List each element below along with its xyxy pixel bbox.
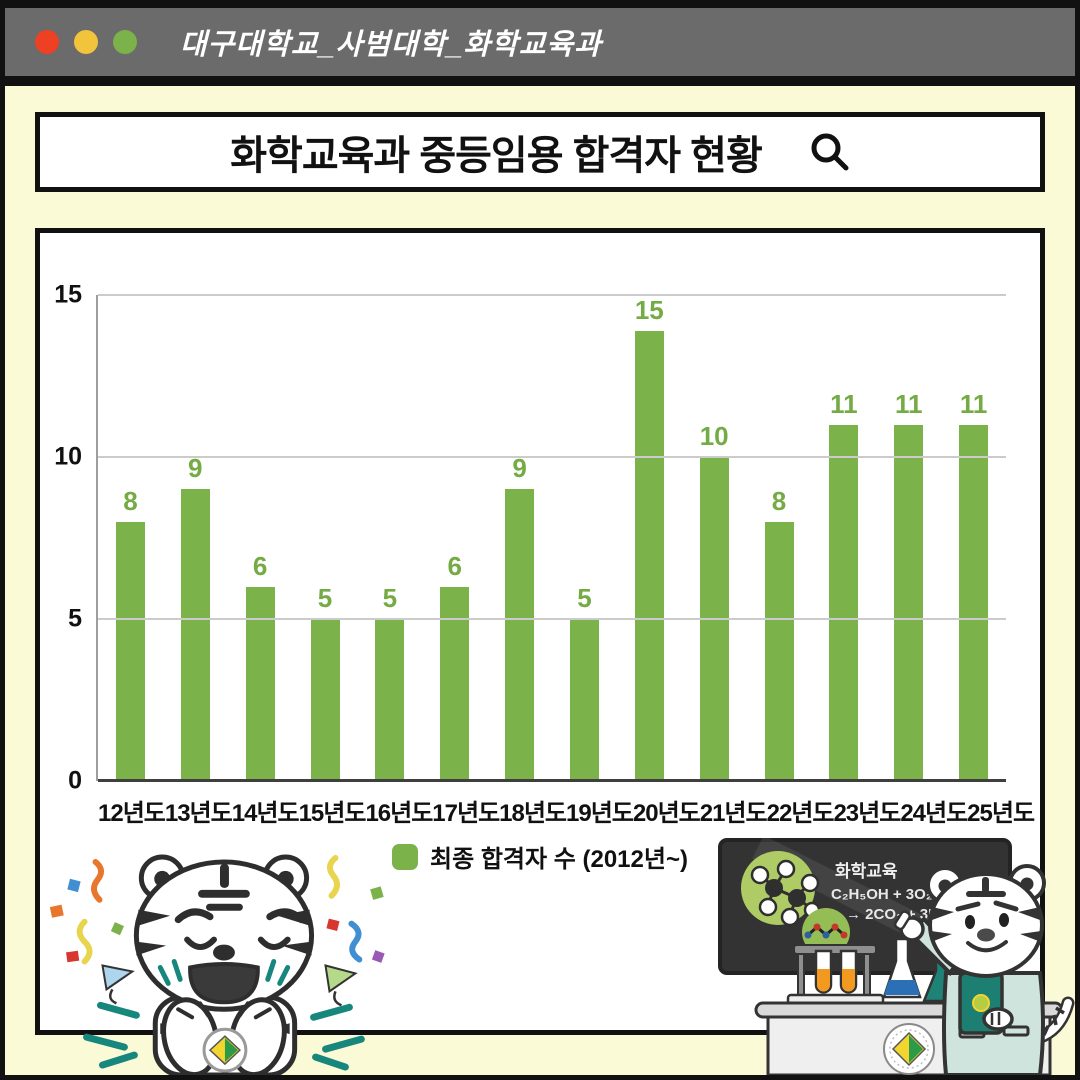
plot-area: 8 9 6 5 5 6 9 5 15 10 8 11 11 11 12년도 13년도 14년도 15년도 16년도… — [54, 281, 1035, 828]
bar-column: 11 — [811, 295, 876, 781]
bar-column: 11 — [941, 295, 1006, 781]
bar-column: 8 — [98, 295, 163, 781]
bar-column: 6 — [228, 295, 293, 781]
bar-column: 9 — [487, 295, 552, 781]
y-axis-tick-label: 15 — [54, 280, 82, 309]
gridline — [98, 618, 1006, 620]
bar — [829, 424, 859, 781]
x-axis-label: 21년도 — [699, 800, 768, 827]
bar — [505, 489, 535, 781]
window-titlebar: 대구대학교_사범대학_화학교육과 — [5, 8, 1075, 76]
tiger-celebrating-illustration — [49, 854, 385, 1075]
x-axis-label: 16년도 — [365, 800, 433, 827]
x-axis-label: 17년도 — [432, 800, 500, 827]
x-axis-label: 19년도 — [566, 800, 634, 827]
y-axis-tick-label: 0 — [68, 766, 82, 795]
bar — [764, 521, 794, 781]
page-title: 화학교육과 중등임용 합격자 현황 — [230, 134, 763, 178]
window-maximize-dot[interactable] — [113, 30, 137, 54]
window-minimize-dot[interactable] — [74, 30, 98, 54]
tiger-celebrating — [133, 854, 315, 1075]
bar-column: 9 — [163, 295, 228, 781]
x-axis-label: 12년도 — [98, 800, 166, 827]
bar-value-label: 6 — [447, 550, 462, 581]
bar — [959, 424, 989, 781]
bar-column: 5 — [293, 295, 358, 781]
board-subject-text: 화학교육 — [835, 862, 898, 881]
bar — [375, 619, 405, 781]
gridline — [98, 456, 1006, 458]
legend-swatch — [392, 843, 419, 870]
bar-value-label: 9 — [512, 453, 527, 484]
bar-value-label: 11 — [959, 388, 988, 419]
chart-legend: 최종 합격자 수 (2012년~) — [40, 839, 1040, 874]
confetti-icons — [49, 854, 385, 1007]
bar — [634, 331, 664, 781]
bar-value-label: 8 — [771, 485, 787, 516]
desk-emblem-icon — [883, 1023, 935, 1075]
bar-value-label: 5 — [577, 583, 592, 613]
board-formula-line1: C₂H₅OH + 3O₂ — [831, 886, 932, 903]
x-axis-line — [98, 779, 1006, 782]
tiger-teacher-illustration: 화학교육 C₂H₅OH + 3O₂ → 2CO₂ + 3H₂O — [718, 835, 1075, 1075]
x-axis-label: 23년도 — [833, 800, 901, 827]
bar-column: 15 — [617, 295, 682, 781]
bar-column: 5 — [357, 295, 422, 781]
bar — [569, 619, 599, 781]
bar — [245, 586, 275, 781]
y-axis-line — [96, 295, 98, 781]
bar-value-label: 6 — [252, 550, 268, 581]
content-area: 화학교육과 중등임용 합격자 현황 8 9 6 5 5 6 9 5 15 10 8 11 11 11 12… — [5, 86, 1075, 1075]
bar — [180, 489, 210, 781]
x-axis-label: 13년도 — [164, 800, 233, 827]
bar-value-label: 11 — [894, 388, 923, 419]
bar — [310, 619, 340, 781]
y-axis-tick-label: 5 — [68, 604, 82, 633]
university-emblem-icon — [202, 1027, 248, 1073]
bar-value-label: 10 — [699, 421, 729, 451]
x-axis-label: 24년도 — [900, 800, 968, 827]
x-axis-label: 15년도 — [298, 800, 367, 827]
y-axis-tick-label: 10 — [54, 442, 82, 471]
window-close-dot[interactable] — [35, 30, 59, 54]
x-axis-label: 18년도 — [499, 800, 567, 827]
bar-column: 10 — [682, 295, 747, 781]
bar-value-label: 8 — [123, 485, 138, 516]
x-axis-label: 14년도 — [231, 800, 300, 827]
x-axis-label: 25년도 — [967, 800, 1035, 827]
clap-motion-lines — [157, 959, 291, 986]
bar-column: 8 — [747, 295, 812, 781]
bar-value-label: 11 — [830, 388, 858, 419]
bar-value-label: 5 — [382, 583, 398, 613]
x-axis-label: 20년도 — [632, 800, 701, 827]
gridline — [98, 294, 1006, 296]
x-axis-label: 22년도 — [766, 800, 835, 827]
bar-value-label: 15 — [634, 295, 664, 325]
x-axis-labels: 12년도 13년도 14년도 15년도 16년도 17년도 18년도 19년도 20년도 21년도… — [98, 781, 1035, 828]
tiger-teacher — [893, 864, 1075, 1075]
legend-label: 최종 합격자 수 (2012년~) — [430, 846, 688, 873]
search-bar[interactable]: 화학교육과 중등임용 합격자 현황 — [35, 112, 1045, 192]
bar-column: 6 — [422, 295, 487, 781]
sparkle-lines — [83, 1001, 365, 1071]
window-title: 대구대학교_사범대학_화학교육과 — [180, 29, 602, 61]
bar-value-label: 9 — [188, 453, 203, 484]
bar-column: 5 — [552, 295, 617, 781]
bars-row: 8 9 6 5 5 6 9 5 15 10 8 11 11 11 — [98, 295, 1006, 781]
bar-value-label: 5 — [317, 583, 333, 613]
bar — [440, 586, 470, 781]
bar — [894, 424, 924, 781]
bar-column: 11 — [876, 295, 941, 781]
search-icon[interactable] — [810, 132, 850, 172]
bar — [115, 521, 145, 781]
